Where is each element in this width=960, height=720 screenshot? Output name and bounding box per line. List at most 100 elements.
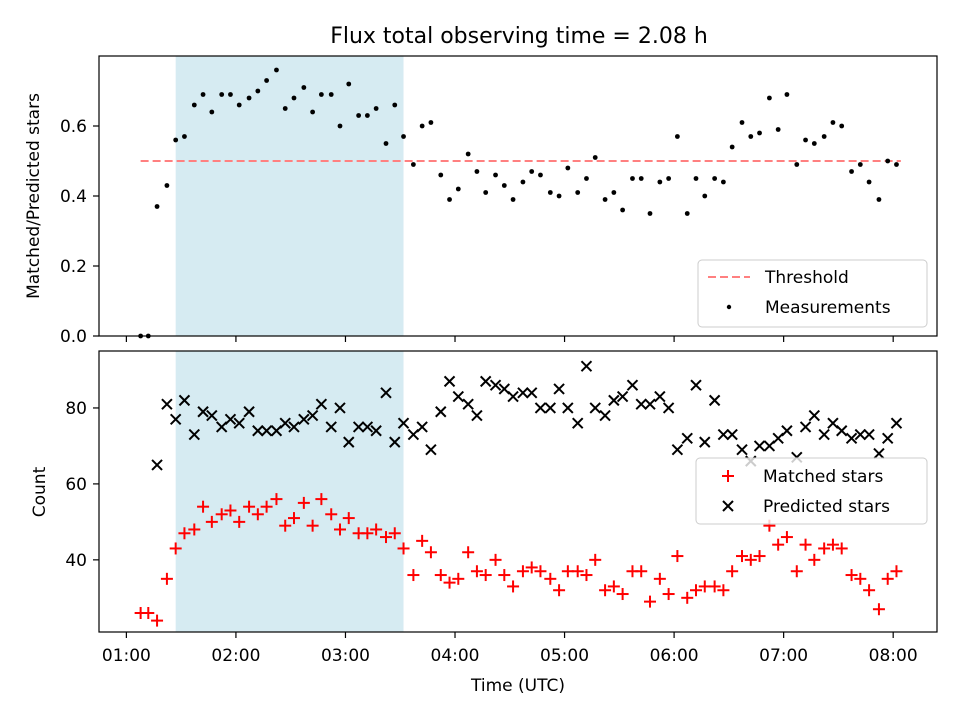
measurements-series (138, 67, 899, 339)
matched-star-point (315, 493, 328, 506)
measurement-point (173, 137, 179, 143)
predicted-star-point (671, 444, 684, 456)
measurement-point (383, 141, 389, 146)
x-tick-label: 05:00 (540, 646, 589, 666)
top-y-tick-label: 0.2 (60, 257, 87, 277)
observing-window-shade-top (175, 56, 404, 336)
predicted-star-point (325, 421, 337, 433)
predicted-star-point (781, 425, 793, 437)
predicted-star-point (654, 390, 666, 403)
matched-star-point (142, 607, 155, 620)
matched-star-point (607, 580, 620, 593)
matched-star-point (671, 550, 684, 563)
measurement-point (228, 92, 233, 97)
legend-matched-label: Matched stars (763, 467, 883, 487)
predicted-star-point (334, 402, 346, 414)
bottom-panel: 40 60 80 01:00 02:00 03:00 04:00 05:00 06:00 07:… (30, 350, 938, 696)
bottom-y-tick-label: 80 (65, 399, 87, 419)
legend-predicted-label: Predicted stars (763, 497, 890, 517)
measurement-point (684, 211, 690, 216)
matched-star-point (462, 546, 475, 559)
matched-star-point (662, 588, 675, 601)
matched-star-point (571, 565, 584, 578)
legend-measurements-label: Measurements (765, 298, 891, 318)
bottom-y-tick-label: 60 (65, 475, 87, 495)
predicted-star-point (452, 390, 465, 403)
measurement-point (401, 134, 406, 139)
measurement-point (410, 162, 416, 167)
matched-star-point (516, 565, 529, 578)
predicted-star-point (873, 447, 885, 460)
x-tick-label: 04:00 (431, 646, 480, 666)
matched-star-point (854, 572, 867, 585)
predicted-star-point (298, 413, 310, 426)
predicted-star-point (279, 417, 291, 429)
predicted-star-point (206, 409, 218, 422)
top-y-tick-label: 0.6 (60, 117, 87, 137)
matched-star-point (361, 527, 374, 540)
measurement-point (876, 197, 882, 202)
measurement-point (346, 81, 352, 87)
predicted-star-point (361, 421, 374, 433)
matched-star-point (342, 512, 355, 525)
matched-star-point (489, 553, 502, 566)
measurement-point (154, 204, 160, 209)
measurement-point (592, 155, 598, 160)
predicted-star-point (753, 440, 766, 452)
measurement-point (200, 92, 206, 97)
measurement-point (620, 207, 626, 213)
matched-star-point (708, 580, 721, 593)
measurement-point (493, 172, 498, 178)
predicted-star-point (845, 432, 858, 445)
matched-star-point (534, 565, 547, 578)
matched-star-point (279, 519, 292, 532)
figure-title: Flux total observing time = 2.08 h (330, 24, 708, 49)
measurement-point (373, 106, 379, 111)
matched-star-point (434, 569, 447, 582)
bottom-y-axis-label: Count (30, 466, 50, 517)
matched-star-point (616, 588, 629, 601)
predicted-star-point (525, 387, 538, 399)
measurement-point (712, 176, 718, 181)
matched-star-point (835, 542, 848, 555)
matched-star-point (333, 523, 346, 536)
measurement-point (674, 134, 680, 139)
matched-star-point (525, 561, 538, 574)
measurement-point (465, 151, 471, 157)
matched-star-point (507, 580, 520, 593)
matched-star-point (736, 550, 749, 563)
predicted-star-point (243, 406, 255, 418)
measurement-point (767, 95, 772, 101)
measurement-point (428, 120, 434, 125)
matched-stars-series (134, 493, 903, 627)
predicted-star-point (562, 402, 574, 414)
predicted-star-point (260, 425, 273, 437)
measurement-point (693, 176, 699, 181)
predicted-star-point (534, 402, 547, 414)
measurement-point (438, 172, 444, 178)
predicted-star-point (288, 421, 300, 433)
measurement-point (483, 190, 489, 195)
measurement-point (364, 113, 370, 118)
measurement-point (803, 137, 808, 143)
measurement-point (584, 176, 589, 181)
matched-star-point (780, 531, 793, 544)
matched-star-point (635, 565, 648, 578)
measurement-point (274, 67, 279, 73)
predicted-star-point (389, 436, 401, 448)
predicted-star-point (863, 428, 875, 441)
measurement-point (729, 144, 735, 150)
x-tick-label: 08:00 (869, 646, 918, 666)
predicted-star-point (370, 425, 382, 437)
legend-threshold-label: Threshold (764, 268, 849, 288)
measurement-point (739, 120, 745, 125)
x-tick-label: 07:00 (759, 646, 808, 666)
matched-star-point (306, 519, 319, 532)
measurement-point (474, 169, 480, 174)
bottom-axes-frame (98, 350, 938, 633)
x-tick-label: 01:00 (102, 646, 151, 666)
measurement-point (209, 109, 215, 115)
predicted-star-point (416, 421, 428, 433)
predicted-star-point (635, 398, 647, 410)
measurement-point (775, 127, 781, 132)
